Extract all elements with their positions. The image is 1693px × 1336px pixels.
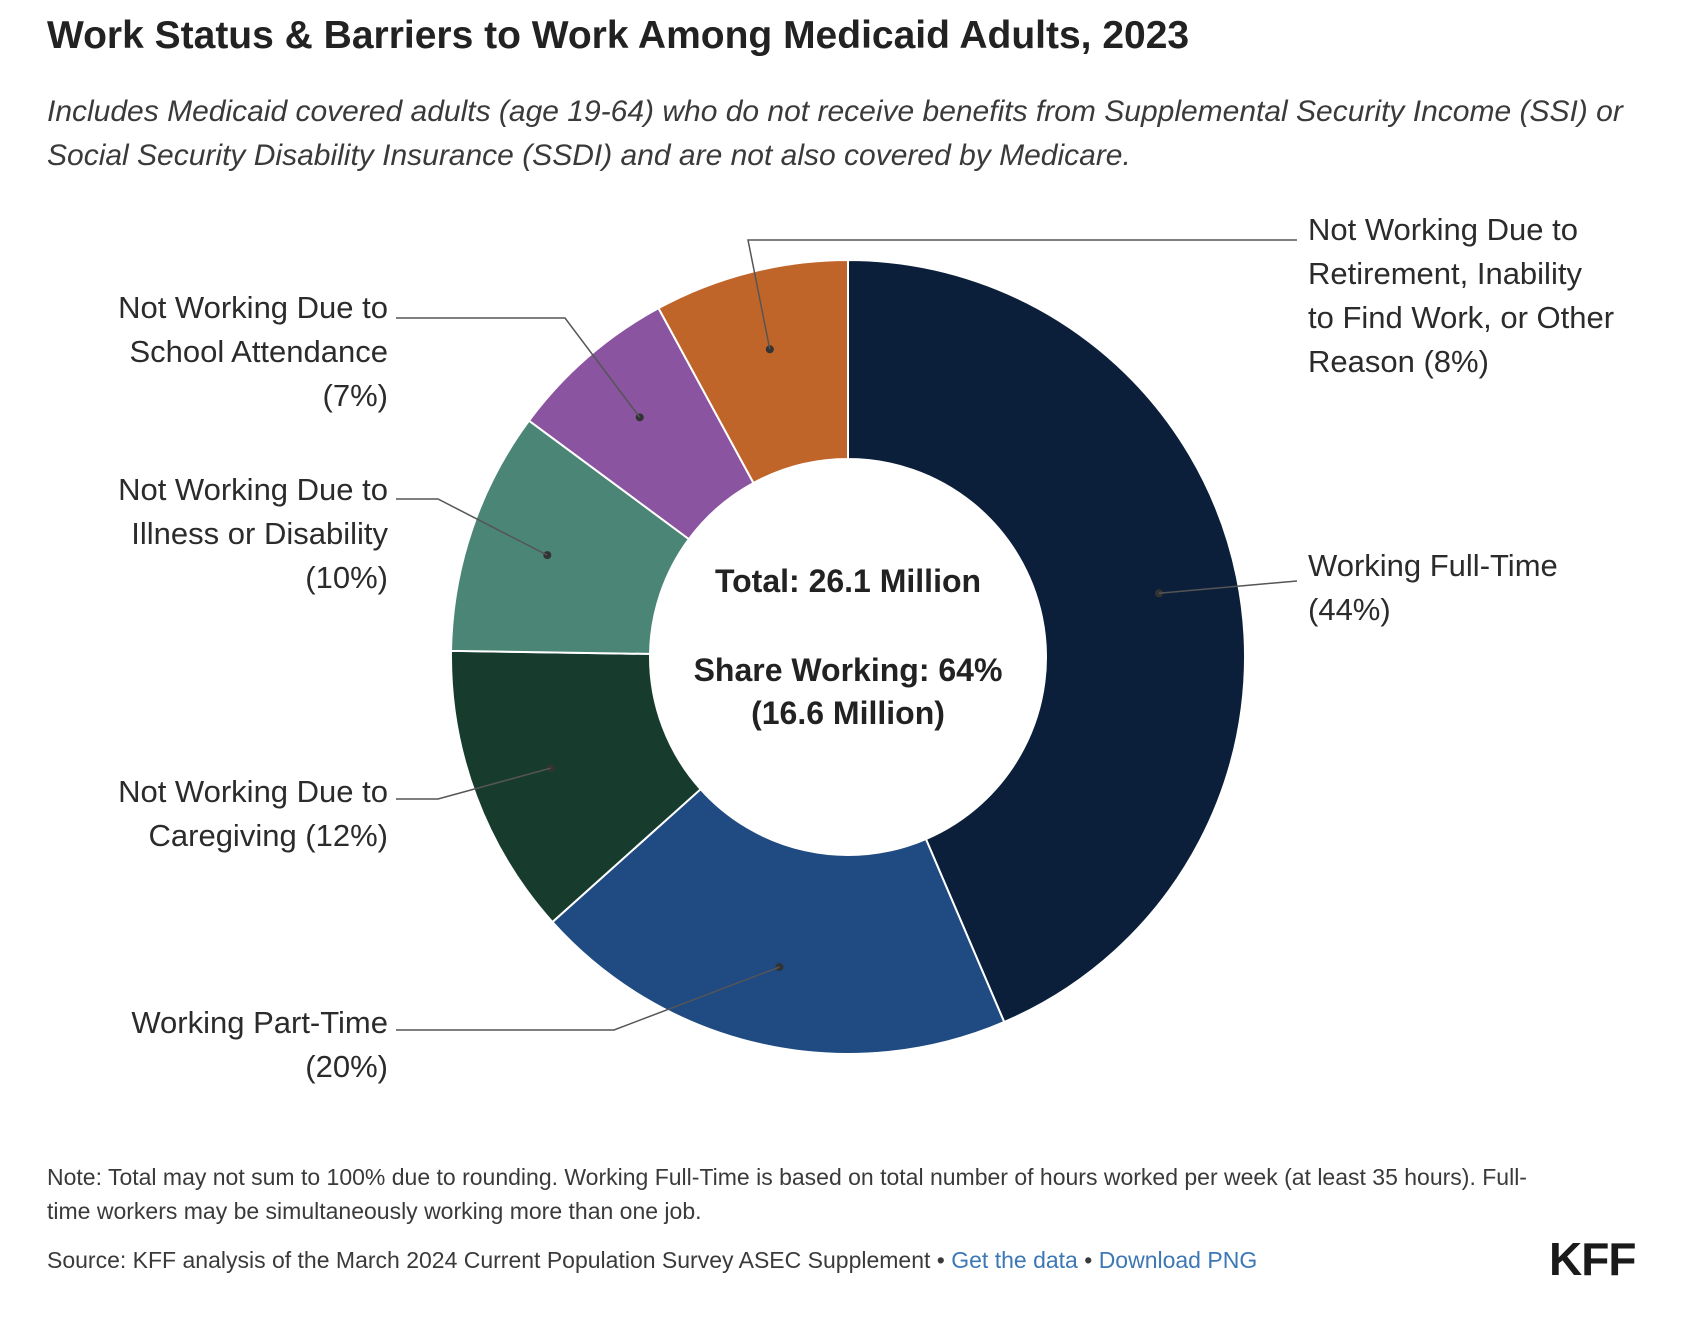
donut-slice bbox=[450, 649, 702, 924]
donut-chart: Working Full-Time (44%) Working Part-Time (… bbox=[118, 212, 1614, 1084]
slice-label-line: (7%) bbox=[323, 378, 388, 413]
slice-label-line: (10%) bbox=[305, 560, 388, 595]
donut-slice bbox=[551, 787, 1006, 1055]
slice-labels: Working Full-Time (44%) Working Part-Time (… bbox=[118, 212, 1614, 1084]
slice-label-line: (44%) bbox=[1308, 592, 1391, 627]
slice-label: Not Working Due to Caregiving (12%) bbox=[118, 774, 388, 853]
leader-line bbox=[747, 239, 1297, 350]
slice-label-line: Caregiving (12%) bbox=[149, 818, 389, 853]
slice-label-line: Not Working Due to bbox=[118, 290, 388, 325]
slice-label-line: Reason (8%) bbox=[1308, 344, 1489, 379]
center-text: Total: 26.1 Million Share Working: 64% (… bbox=[694, 563, 1003, 731]
slice-label-line: to Find Work, or Other bbox=[1308, 300, 1614, 335]
leader-line bbox=[396, 498, 548, 556]
footnote: Note: Total may not sum to 100% due to r… bbox=[47, 1164, 1527, 1224]
slice-label: Not Working Due to School Attendance (7%) bbox=[118, 290, 388, 413]
slice-label-line: Not Working Due to bbox=[118, 472, 388, 507]
slice-label-line: Not Working Due to bbox=[1308, 212, 1578, 247]
download-png-link[interactable]: Download PNG bbox=[1098, 1247, 1258, 1273]
slice-label-line: Not Working Due to bbox=[118, 774, 388, 809]
slice-label: Not Working Due to Retirement, Inability t… bbox=[1308, 212, 1614, 379]
donut-slices bbox=[450, 258, 1246, 1055]
donut-slice bbox=[657, 258, 849, 485]
get-data-link[interactable]: Get the data bbox=[951, 1247, 1078, 1273]
slice-label: Working Part-Time (20%) bbox=[131, 1005, 388, 1084]
slice-label-line: Retirement, Inability bbox=[1308, 256, 1582, 291]
slice-label-line: Illness or Disability bbox=[131, 516, 388, 551]
center-share-millions: (16.6 Million) bbox=[751, 695, 945, 731]
leader-line bbox=[396, 317, 641, 418]
leader-line bbox=[1158, 580, 1298, 594]
chart-title: Work Status & Barriers to Work Among Med… bbox=[47, 14, 1190, 57]
slice-label-line: Working Full-Time bbox=[1308, 548, 1558, 583]
leader-lines bbox=[396, 239, 1298, 1031]
slice-label-line: (20%) bbox=[305, 1049, 388, 1084]
kff-logo: KFF bbox=[1549, 1233, 1636, 1285]
leader-line bbox=[396, 767, 551, 800]
leader-line bbox=[396, 966, 780, 1031]
chart-subtitle: Includes Medicaid covered adults (age 19… bbox=[47, 95, 1623, 172]
center-total: Total: 26.1 Million bbox=[715, 563, 981, 599]
donut-slice bbox=[847, 258, 1246, 1024]
source-separator: • bbox=[1077, 1247, 1099, 1273]
source-separator: • bbox=[930, 1247, 952, 1273]
slice-label-line: Working Part-Time bbox=[131, 1005, 388, 1040]
slice-label: Not Working Due to Illness or Disability (… bbox=[118, 472, 388, 595]
slice-label: Working Full-Time (44%) bbox=[1308, 548, 1558, 627]
source-line: Source: KFF analysis of the March 2024 C… bbox=[47, 1243, 1547, 1277]
center-share-working: Share Working: 64% bbox=[694, 652, 1003, 688]
slice-label-line: School Attendance bbox=[129, 334, 388, 369]
source-text: Source: KFF analysis of the March 2024 C… bbox=[47, 1247, 931, 1273]
